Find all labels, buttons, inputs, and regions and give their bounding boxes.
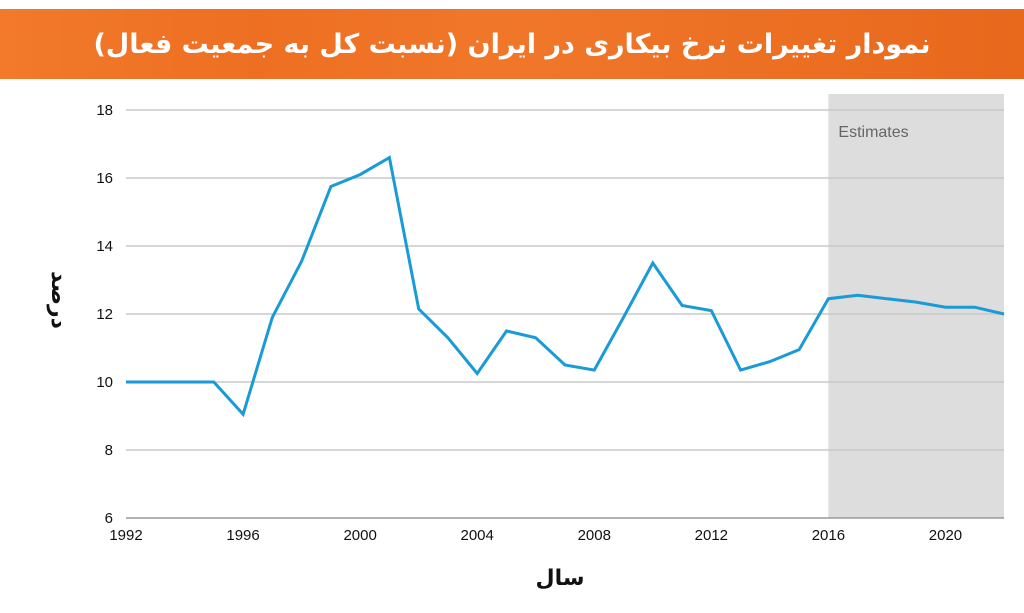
y-tick-label: 10 (96, 374, 113, 391)
y-tick-label: 8 (105, 442, 113, 459)
x-tick-label: 2000 (343, 527, 376, 544)
x-tick-label: 2012 (695, 527, 728, 544)
estimates-label: Estimates (838, 124, 908, 141)
estimates-band (828, 94, 1004, 518)
y-tick-label: 6 (105, 510, 113, 527)
y-tick-label: 14 (96, 238, 113, 255)
x-tick-label: 2004 (461, 527, 494, 544)
y-tick-label: 12 (96, 306, 113, 323)
chart-title: نمودار تغییرات نرخ بیکاری در ایران (نسبت… (93, 28, 931, 60)
x-tick-label: 2008 (578, 527, 611, 544)
x-tick-label: 2016 (812, 527, 845, 544)
unemployment-series-line (126, 155, 1005, 418)
x-tick-label: 1996 (226, 527, 259, 544)
x-axis-title: سال (536, 566, 585, 591)
y-axis-title: درصد (46, 271, 71, 329)
x-tick-label: 1992 (109, 527, 142, 544)
x-tick-label: 2020 (929, 527, 962, 544)
title-banner: نمودار تغییرات نرخ بیکاری در ایران (نسبت… (0, 9, 1024, 79)
y-tick-label: 16 (96, 170, 113, 187)
y-tick-label: 18 (96, 102, 113, 119)
